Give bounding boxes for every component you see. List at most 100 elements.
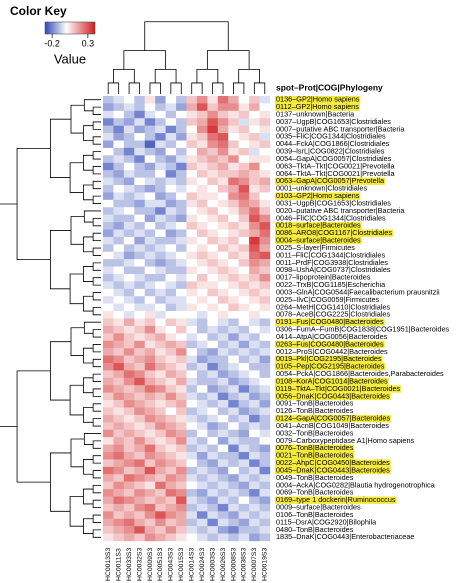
heat-cell [103,385,114,393]
heat-cell [155,444,166,453]
heat-cell [103,400,114,408]
heat-cell [207,325,219,334]
heat-cell [238,296,250,304]
dendrogram-branch [70,327,85,356]
row-label: 0106–TonB|Bacteroides [276,510,354,519]
heat-cell [134,422,145,430]
heat-cell [259,392,271,401]
heat-cell [186,96,198,104]
heat-cell [165,459,177,468]
heat-cell [144,110,156,119]
dendrogram-branch [83,154,94,171]
heat-cell [113,177,125,186]
heat-cell [176,437,187,445]
heat-cell [207,355,219,364]
heat-cell [249,155,260,163]
heat-cell [228,363,239,371]
heat-cell [249,533,260,542]
heat-cell [123,422,135,430]
heat-cell [134,177,145,186]
heat-cell [123,370,135,379]
heat-cell [228,325,239,334]
heat-cell [165,96,177,104]
heat-cell [113,147,125,156]
heat-cell [113,363,125,371]
heat-cell [123,355,135,364]
row-highlight [275,236,362,245]
heat-cell [217,474,229,482]
heat-cell [207,133,219,141]
heat-cell [207,266,219,275]
heat-cell [134,518,145,527]
heat-cell [165,296,177,304]
heat-cell [113,118,125,126]
heat-cell [186,303,198,312]
heat-cell [123,444,135,453]
heat-cell [207,466,219,475]
heat-cell [249,363,260,371]
heat-cell [207,489,219,497]
dendrograms [0,21,266,538]
heat-cell [134,474,145,482]
heat-cell [207,110,219,119]
heat-cell [238,177,250,186]
heat-cell [144,429,156,438]
heat-cell [259,377,271,386]
heat-cell [144,192,156,201]
row-label: 0039–lsrL|COG0822|Clostridiales [276,147,385,156]
heat-cell [259,533,271,542]
row-highlight [275,452,355,460]
heat-cell [238,251,250,260]
heat-cell [103,199,114,208]
heat-cell [186,311,198,319]
heat-cell [155,236,166,245]
heat-cell [176,407,187,416]
row-label: 0022–TrxB|COG1185|Escherichia [276,280,386,289]
heat-cell [196,244,208,252]
heat-cell [186,496,198,505]
heat-cell [165,185,177,193]
heat-cell [134,511,145,519]
heat-cell [165,140,177,149]
dendrogram-branch [49,341,71,401]
heat-cell [249,526,260,534]
heat-cell [217,236,229,245]
heat-cell [113,244,125,252]
heat-cell [186,281,198,290]
heat-cell [144,266,156,275]
heat-cell [144,199,156,208]
heat-cell [165,288,177,297]
row-highlight [275,392,391,401]
column-label: HC0013S3 [105,548,112,581]
heat-cell [207,244,219,252]
heat-cell [259,185,271,193]
heat-cell [134,340,145,349]
heat-cell [113,229,125,238]
heat-cell [165,333,177,341]
heat-cell [259,340,271,349]
heat-cell [155,274,166,282]
row-highlight [275,459,391,467]
heat-cell [259,422,271,430]
heat-cell [176,177,187,186]
heat-cell [238,147,250,156]
heat-cell [259,147,271,156]
heat-cell [238,222,250,230]
heat-cell [113,518,125,527]
heat-cell [165,199,177,208]
heat-cell [103,140,114,149]
heat-cell [155,192,166,201]
heat-cell [165,214,177,223]
heat-cell [155,96,166,104]
heat-cell [249,392,260,401]
heat-cell [207,155,219,163]
heat-cell [186,511,198,519]
heat-cell [249,474,260,482]
dendrogram-branch [83,347,94,364]
heat-cell [249,518,260,527]
heat-cell [249,207,260,215]
heat-cell [165,363,177,371]
heat-cell [144,348,156,356]
heat-cell [207,311,219,319]
heat-cell [207,222,219,230]
